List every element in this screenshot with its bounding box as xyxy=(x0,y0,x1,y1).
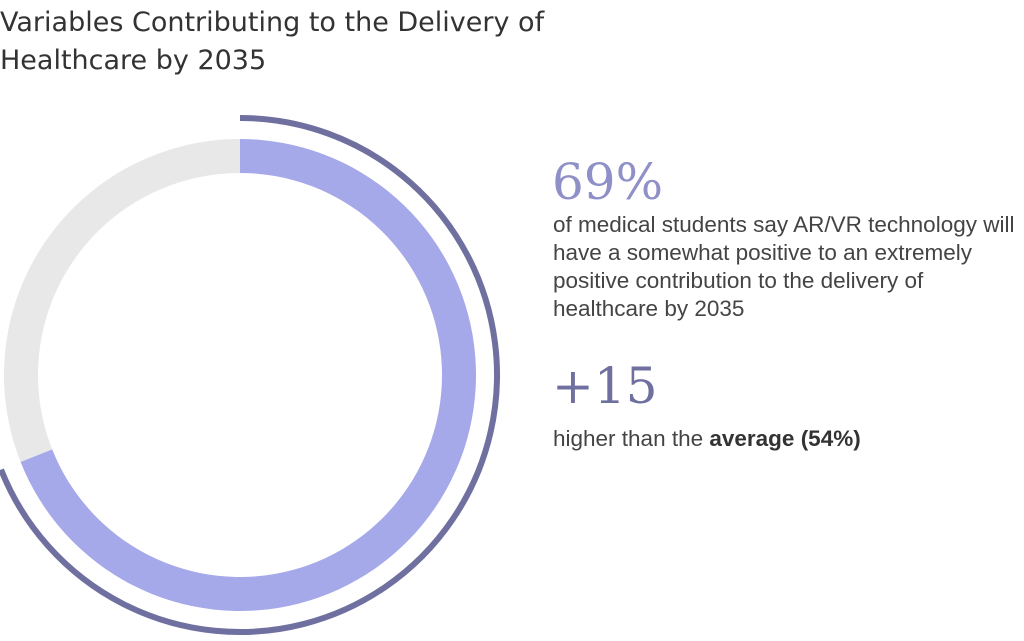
donut-outer-arc xyxy=(0,115,500,635)
stat-description: of medical students say AR/VR technology… xyxy=(553,212,1015,321)
donut-svg xyxy=(0,115,500,635)
delta-text: higher than the average (54%) xyxy=(553,425,861,453)
delta-value: +15 xyxy=(552,357,658,415)
delta-text-bold: average (54%) xyxy=(709,426,861,451)
donut-chart xyxy=(0,110,520,641)
chart-title: Variables Contributing to the Delivery o… xyxy=(0,7,545,76)
delta-text-prefix: higher than the xyxy=(553,426,710,451)
stat-percentage: 69% xyxy=(552,153,664,211)
donut-slice-remainder xyxy=(4,139,241,462)
